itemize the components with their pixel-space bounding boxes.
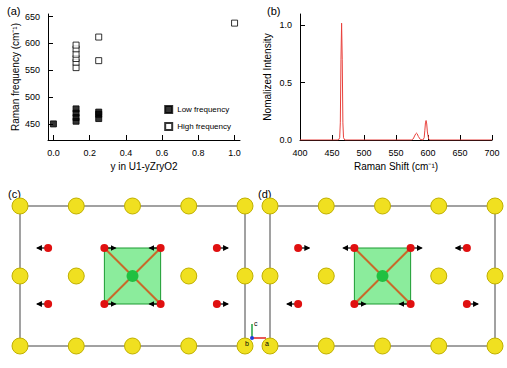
- svg-text:600: 600: [420, 148, 435, 158]
- svg-text:1.0: 1.0: [228, 148, 241, 158]
- svg-text:Raman frequency (cm⁻¹): Raman frequency (cm⁻¹): [10, 23, 21, 131]
- svg-text:450: 450: [25, 119, 40, 129]
- svg-text:(c): (c): [8, 188, 21, 200]
- svg-text:600: 600: [25, 38, 40, 48]
- svg-text:a: a: [265, 340, 269, 347]
- svg-text:y in U1-yZryO2: y in U1-yZryO2: [110, 161, 178, 172]
- svg-text:(b): (b): [267, 5, 280, 17]
- svg-text:0.5: 0.5: [279, 78, 292, 88]
- svg-text:0.2: 0.2: [83, 148, 96, 158]
- svg-text:Low frequency: Low frequency: [177, 105, 229, 114]
- svg-text:0.8: 0.8: [192, 148, 205, 158]
- svg-text:1.0: 1.0: [279, 20, 292, 30]
- svg-text:0.6: 0.6: [156, 148, 169, 158]
- svg-text:0.4: 0.4: [120, 148, 133, 158]
- svg-text:High frequency: High frequency: [177, 122, 231, 131]
- svg-text:(d): (d): [258, 188, 272, 200]
- svg-text:Raman Shift (cm⁻¹): Raman Shift (cm⁻¹): [354, 161, 438, 172]
- svg-text:700: 700: [484, 148, 499, 158]
- svg-text:(a): (a): [7, 5, 20, 17]
- svg-text:450: 450: [324, 148, 339, 158]
- svg-text:0.0: 0.0: [279, 135, 292, 145]
- svg-text:550: 550: [25, 65, 40, 75]
- svg-text:400: 400: [292, 148, 307, 158]
- svg-text:500: 500: [356, 148, 371, 158]
- svg-text:550: 550: [388, 148, 403, 158]
- svg-text:650: 650: [25, 12, 40, 22]
- svg-text:0.0: 0.0: [47, 148, 60, 158]
- svg-text:c: c: [254, 320, 258, 327]
- svg-text:650: 650: [452, 148, 467, 158]
- svg-text:500: 500: [25, 92, 40, 102]
- svg-text:Nomalized Intensity: Nomalized Intensity: [262, 33, 273, 120]
- svg-text:b: b: [245, 340, 249, 347]
